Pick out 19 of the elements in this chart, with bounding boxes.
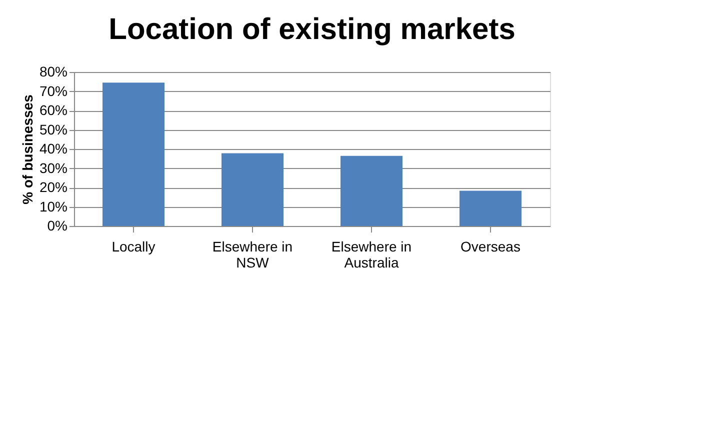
x-tick-label: Elsewhere in Australia xyxy=(331,238,412,270)
y-tick-label: 70% xyxy=(39,82,68,99)
y-tick-label: 20% xyxy=(39,179,68,195)
y-tick-label: 30% xyxy=(39,160,68,176)
bar xyxy=(102,82,164,226)
y-tick-label: 80% xyxy=(39,64,68,80)
y-tick-label: 60% xyxy=(39,102,68,118)
x-tick-label: Locally xyxy=(112,238,156,254)
y-tick-label: 50% xyxy=(39,121,68,138)
y-tick-label: 40% xyxy=(39,140,68,156)
y-tick-label: 0% xyxy=(47,218,68,234)
y-tick-label: 10% xyxy=(39,198,68,214)
y-axis-title: % of businesses xyxy=(19,94,36,204)
x-tick-label: Elsewhere in NSW xyxy=(212,238,293,270)
x-tick-label: Overseas xyxy=(460,238,520,254)
bar xyxy=(460,190,522,226)
chart-title: Location of existing markets xyxy=(108,13,516,46)
bar xyxy=(222,153,284,226)
bar xyxy=(340,156,402,226)
